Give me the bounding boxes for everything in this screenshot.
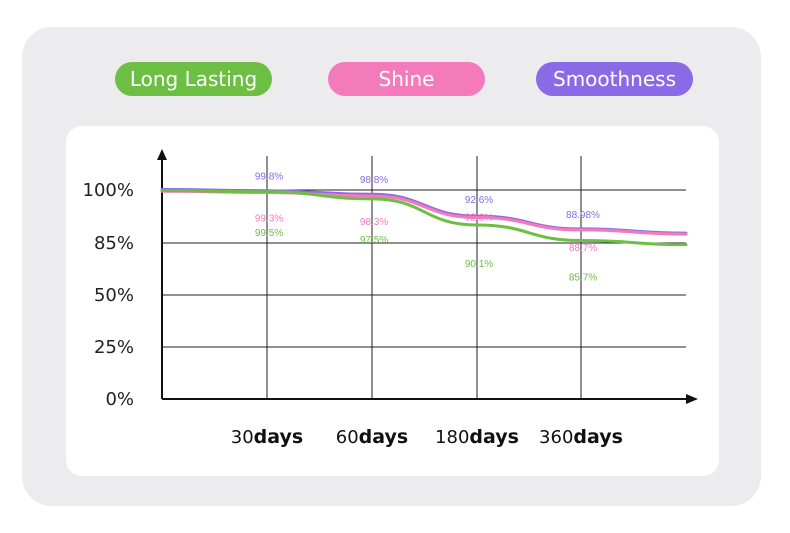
legend-long-lasting: Long Lasting (115, 62, 272, 96)
data-label: 90.1% (465, 259, 493, 270)
x-tick-label: 60days (336, 426, 408, 448)
y-tick-label: 50% (94, 285, 134, 306)
legend-smoothness: Smoothness (536, 62, 693, 96)
data-label: 92.2% (465, 213, 493, 224)
x-tick-label: 360days (539, 426, 623, 448)
y-axis-arrow (157, 149, 167, 160)
data-label: 99.3% (255, 213, 283, 224)
y-tick-label: 85% (94, 233, 134, 254)
x-tick-number: 30 (231, 427, 254, 448)
x-tick-unit: days (254, 426, 304, 448)
x-tick-unit: days (359, 426, 409, 448)
data-label: 98.8% (360, 175, 388, 186)
x-tick-label: 30days (231, 426, 303, 448)
data-label: 98.3% (360, 217, 388, 228)
data-label: 88.98% (566, 210, 600, 221)
x-axis-arrow (686, 394, 698, 404)
y-tick-label: 0% (105, 389, 134, 410)
y-tick-label: 25% (94, 337, 134, 358)
x-tick-number: 360 (539, 427, 573, 448)
x-tick-number: 60 (336, 427, 359, 448)
data-label: 99.5% (255, 228, 283, 239)
legend-shine: Shine (328, 62, 485, 96)
x-tick-unit: days (469, 426, 519, 448)
x-tick-number: 180 (435, 427, 469, 448)
chart-card (66, 126, 719, 476)
x-tick-label: 180days (435, 426, 519, 448)
data-label: 85.7% (569, 273, 597, 284)
data-label: 99.8% (255, 172, 283, 183)
data-label: 92.6% (465, 195, 493, 206)
data-label: 88.7% (569, 243, 597, 254)
data-label: 97.5% (360, 235, 388, 246)
y-tick-label: 100% (83, 180, 134, 201)
series-line-long-lasting (160, 189, 688, 247)
x-tick-unit: days (573, 426, 623, 448)
